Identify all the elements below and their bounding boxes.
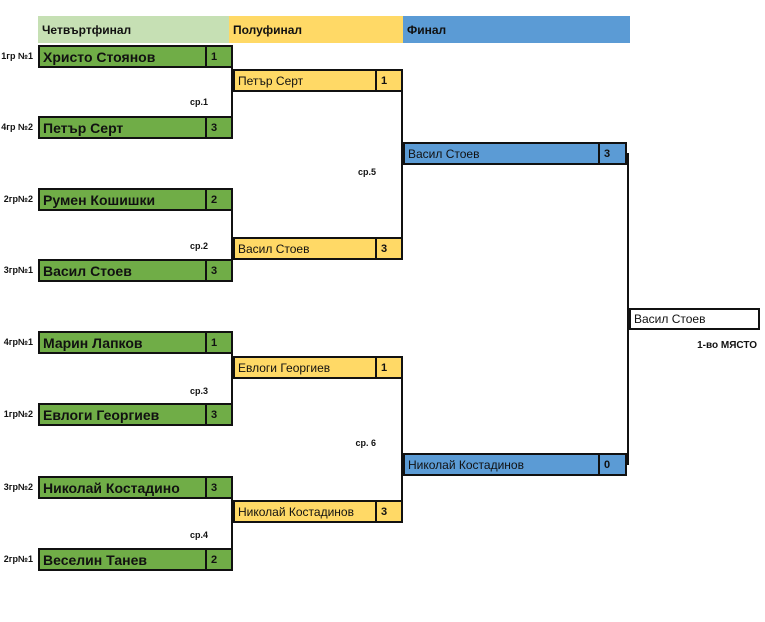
final-player-name-1[interactable]: Васил Стоев (408, 146, 480, 161)
match-label-6: ср. 6 (355, 438, 376, 448)
qf-box-3[interactable]: Румен Кошишки 2 (38, 188, 233, 211)
qf-player-name-3[interactable]: Румен Кошишки (43, 191, 156, 208)
sf-box-2[interactable]: Васил Стоев 3 (233, 237, 403, 260)
qf-box-5[interactable]: Марин Лапков 1 (38, 331, 233, 354)
final-box-1[interactable]: Васил Стоев 3 (403, 142, 627, 165)
seed-label-3: 2гр№2 (3, 194, 33, 204)
match-label-2: ср.2 (189, 241, 208, 251)
sf-player-score-1[interactable]: 1 (375, 71, 401, 90)
header-semifinal: Полуфинал (229, 16, 403, 43)
header-final: Финал (403, 16, 630, 43)
seed-label-7: 3гр№2 (3, 482, 33, 492)
qf-player-score-2[interactable]: 3 (205, 118, 231, 137)
sf-player-name-3[interactable]: Евлоги Георгиев (238, 360, 331, 375)
final-player-score-2[interactable]: 0 (598, 455, 625, 474)
qf-box-2[interactable]: Петър Серт 3 (38, 116, 233, 139)
qf-player-score-3[interactable]: 2 (205, 190, 231, 209)
sf-player-score-2[interactable]: 3 (375, 239, 401, 258)
connector-line-final (627, 153, 629, 465)
qf-player-score-4[interactable]: 3 (205, 261, 231, 280)
qf-player-score-5[interactable]: 1 (205, 333, 231, 352)
qf-player-name-1[interactable]: Христо Стоянов (43, 48, 156, 65)
connector-line-qf-pair2 (231, 199, 233, 271)
match-label-1: ср.1 (189, 97, 208, 107)
qf-box-6[interactable]: Евлоги Георгиев 3 (38, 403, 233, 426)
final-player-name-2[interactable]: Николай Костадинов (408, 457, 524, 472)
sf-box-3[interactable]: Евлоги Георгиев 1 (233, 356, 403, 379)
connector-line-sf-pair1 (401, 80, 403, 249)
match-label-4: ср.4 (189, 530, 208, 540)
match-label-5: ср.5 (357, 167, 376, 177)
qf-player-score-8[interactable]: 2 (205, 550, 231, 569)
qf-player-score-7[interactable]: 3 (205, 478, 231, 497)
seed-label-2: 4гр №2 (1, 122, 33, 132)
qf-box-7[interactable]: Николай Костадино 3 (38, 476, 233, 499)
sf-player-name-2[interactable]: Васил Стоев (238, 241, 310, 256)
qf-box-8[interactable]: Веселин Танев 2 (38, 548, 233, 571)
qf-player-score-6[interactable]: 3 (205, 405, 231, 424)
qf-player-name-5[interactable]: Марин Лапков (43, 334, 143, 351)
seed-label-8: 2гр№1 (3, 554, 33, 564)
qf-player-score-1[interactable]: 1 (205, 47, 231, 66)
qf-box-4[interactable]: Васил Стоев 3 (38, 259, 233, 282)
seed-label-5: 4гр№1 (3, 337, 33, 347)
connector-line-qf-pair4 (231, 487, 233, 560)
qf-player-name-8[interactable]: Веселин Танев (43, 551, 147, 568)
sf-player-name-1[interactable]: Петър Серт (238, 73, 304, 88)
winner-caption: 1-во МЯСТО (697, 340, 757, 351)
qf-player-name-4[interactable]: Васил Стоев (43, 262, 132, 279)
match-label-3: ср.3 (189, 386, 208, 396)
header-quarterfinal: Четвъртфинал (38, 16, 229, 43)
sf-player-score-3[interactable]: 1 (375, 358, 401, 377)
seed-label-1: 1гр №1 (1, 51, 33, 61)
sf-box-4[interactable]: Николай Костадинов 3 (233, 500, 403, 523)
connector-line-sf-pair2 (401, 367, 403, 512)
qf-player-name-2[interactable]: Петър Серт (43, 119, 124, 136)
connector-line-qf-pair1 (231, 56, 233, 128)
seed-label-4: 3гр№1 (3, 265, 33, 275)
final-box-2[interactable]: Николай Костадинов 0 (403, 453, 627, 476)
sf-box-1[interactable]: Петър Серт 1 (233, 69, 403, 92)
qf-box-1[interactable]: Христо Стоянов 1 (38, 45, 233, 68)
sf-player-name-4[interactable]: Николай Костадинов (238, 504, 354, 519)
qf-player-name-7[interactable]: Николай Костадино (43, 479, 180, 496)
seed-label-6: 1гр№2 (3, 409, 33, 419)
qf-player-name-6[interactable]: Евлоги Георгиев (43, 406, 160, 423)
connector-line-qf-pair3 (231, 342, 233, 415)
winner-box[interactable]: Васил Стоев (629, 308, 760, 330)
sf-player-score-4[interactable]: 3 (375, 502, 401, 521)
final-player-score-1[interactable]: 3 (598, 144, 625, 163)
